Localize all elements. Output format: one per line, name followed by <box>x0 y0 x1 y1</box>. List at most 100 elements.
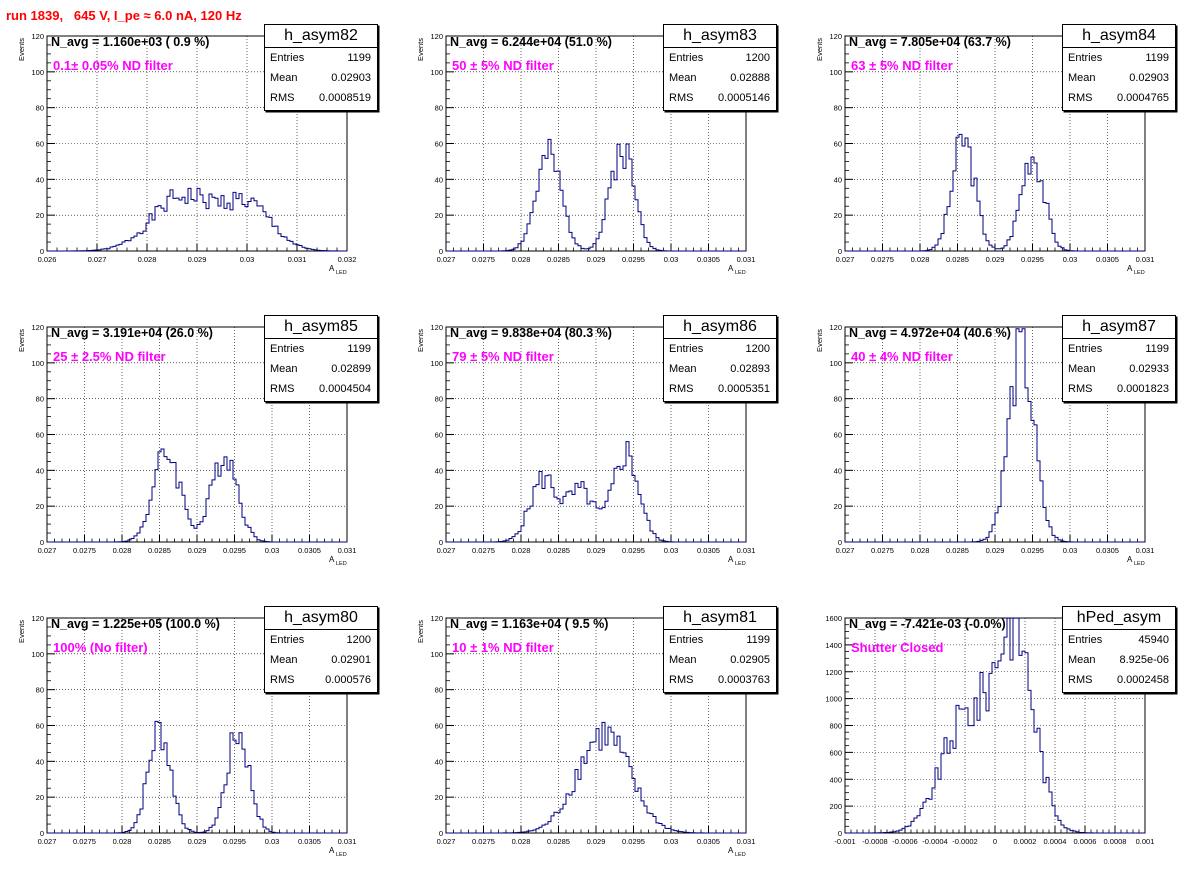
x-tick-label: 0.032 <box>338 255 357 264</box>
x-tick-label: 0.027 <box>437 837 456 846</box>
y-tick-label: 60 <box>834 140 842 149</box>
x-tick-label: 0.0295 <box>622 546 645 555</box>
stats-value-entries: 1199 <box>1145 343 1169 355</box>
stats-row-mean: Mean 0.02893 <box>664 359 776 379</box>
histogram-panel-h_asym81: 0.027 0.0275 0.028 0.0285 0.029 0.0295 0.03 0.0… <box>399 582 797 872</box>
y-tick-label: 0 <box>838 829 842 838</box>
stats-box: h_asym84 Entries 1199 Mean 0.02903 RMS 0.00047… <box>1062 24 1176 111</box>
x-axis-title: A <box>329 264 335 273</box>
y-axis-title: Events <box>815 329 824 352</box>
x-axis-title: A <box>1127 264 1133 273</box>
stats-row-rms: RMS 0.0008519 <box>265 88 377 108</box>
x-tick-label: 0.0002 <box>1014 837 1037 846</box>
y-tick-label: 80 <box>36 395 44 404</box>
stats-label-rms: RMS <box>270 674 295 686</box>
y-tick-label: 20 <box>435 793 443 802</box>
y-tick-label: 0 <box>439 829 443 838</box>
x-axis-title: A <box>728 555 734 564</box>
x-tick-label: 0.03 <box>1063 255 1078 264</box>
x-tick-label: 0.0285 <box>547 837 570 846</box>
y-tick-label: 100 <box>829 359 842 368</box>
stats-value-mean: 0.02901 <box>331 654 371 666</box>
stats-row-entries: Entries 1200 <box>664 339 776 359</box>
y-tick-label: 20 <box>834 211 842 220</box>
stats-row-entries: Entries 1199 <box>265 339 377 359</box>
y-tick-label: 40 <box>834 466 842 475</box>
x-tick-label: 0.0275 <box>73 546 96 555</box>
stats-row-entries: Entries 45940 <box>1063 630 1175 650</box>
x-axis-title-subscript: LED <box>336 561 347 567</box>
y-tick-label: 40 <box>834 175 842 184</box>
x-tick-label: 0.027 <box>836 546 855 555</box>
x-tick-label: 0.031 <box>288 255 307 264</box>
y-tick-label: 100 <box>430 359 443 368</box>
y-tick-label: 20 <box>36 211 44 220</box>
stats-value-mean: 0.02903 <box>331 72 371 84</box>
y-tick-label: 60 <box>834 431 842 440</box>
x-axis-title-subscript: LED <box>735 270 746 276</box>
stats-row-entries: Entries 1199 <box>265 48 377 68</box>
stats-box: hPed_asym Entries 45940 Mean 8.925e-06 RMS 0.0… <box>1062 606 1176 693</box>
y-tick-label: 20 <box>834 502 842 511</box>
y-tick-label: 80 <box>435 395 443 404</box>
histogram-series <box>47 448 347 543</box>
x-tick-label: 0.001 <box>1136 837 1155 846</box>
y-tick-label: 40 <box>36 757 44 766</box>
stats-row-rms: RMS 0.000576 <box>265 670 377 690</box>
stats-label-mean: Mean <box>669 72 697 84</box>
filter-annotation: 10 ± 1% ND filter <box>452 640 554 655</box>
filter-annotation: 79 ± 5% ND filter <box>452 349 554 364</box>
y-tick-label: 100 <box>430 68 443 77</box>
stats-value-rms: 0.0005351 <box>718 383 770 395</box>
filter-annotation: 25 ± 2.5% ND filter <box>53 349 166 364</box>
x-tick-label: 0.029 <box>587 255 606 264</box>
x-tick-label: 0.0275 <box>73 837 96 846</box>
x-tick-label: 0.0006 <box>1074 837 1097 846</box>
stats-row-rms: RMS 0.0004504 <box>265 379 377 399</box>
navg-label: N_avg = 1.160e+03 ( 0.9 %) <box>51 35 210 49</box>
stats-row-mean: Mean 0.02905 <box>664 650 776 670</box>
y-tick-label: 100 <box>31 650 44 659</box>
x-axis-title-subscript: LED <box>1134 270 1145 276</box>
x-tick-label: -0.001 <box>834 837 855 846</box>
histogram-panel-h_asym83: 0.027 0.0275 0.028 0.0285 0.029 0.0295 0.03 0.0… <box>399 0 797 290</box>
y-axis-title: Events <box>815 38 824 61</box>
stats-label-entries: Entries <box>1068 634 1103 646</box>
y-tick-label: 40 <box>435 757 443 766</box>
stats-value-entries: 1199 <box>347 52 371 64</box>
stats-box: h_asym86 Entries 1200 Mean 0.02893 RMS 0.00053… <box>663 315 777 402</box>
stats-label-mean: Mean <box>1068 363 1096 375</box>
y-tick-label: 80 <box>435 104 443 113</box>
stats-box: h_asym80 Entries 1200 Mean 0.02901 RMS 0.00057… <box>264 606 378 693</box>
y-tick-label: 1600 <box>825 614 842 623</box>
stats-value-mean: 0.02888 <box>730 72 770 84</box>
y-tick-label: 1400 <box>825 641 842 650</box>
histogram-series <box>845 133 1145 252</box>
histogram-series <box>845 328 1145 543</box>
y-tick-label: 0 <box>439 538 443 547</box>
x-tick-label: 0.029 <box>188 546 207 555</box>
stats-box: h_asym85 Entries 1199 Mean 0.02899 RMS 0.00045… <box>264 315 378 402</box>
x-tick-label: 0.0275 <box>871 255 894 264</box>
x-tick-label: 0.027 <box>38 546 57 555</box>
y-tick-label: 60 <box>435 140 443 149</box>
x-tick-label: 0.027 <box>437 546 456 555</box>
stats-label-rms: RMS <box>1068 674 1093 686</box>
stats-value-entries: 1200 <box>745 52 770 64</box>
stats-value-mean: 0.02893 <box>730 363 770 375</box>
stats-row-mean: Mean 0.02933 <box>1063 359 1175 379</box>
stats-value-rms: 0.0001823 <box>1117 383 1169 395</box>
navg-label: N_avg = 1.163e+04 ( 9.5 %) <box>450 617 609 631</box>
x-tick-label: 0.027 <box>38 837 57 846</box>
x-tick-label: -0.0002 <box>952 837 977 846</box>
stats-row-entries: Entries 1200 <box>265 630 377 650</box>
x-tick-label: 0.0285 <box>148 546 171 555</box>
y-tick-label: 120 <box>829 323 842 332</box>
histogram-name: hPed_asym <box>1063 607 1175 630</box>
x-tick-label: 0.03 <box>265 546 280 555</box>
x-tick-label: 0.028 <box>512 837 531 846</box>
stats-label-mean: Mean <box>1068 654 1096 666</box>
stats-box: h_asym83 Entries 1200 Mean 0.02888 RMS 0.00051… <box>663 24 777 111</box>
x-tick-label: 0.0275 <box>472 546 495 555</box>
stats-value-entries: 1199 <box>347 343 371 355</box>
